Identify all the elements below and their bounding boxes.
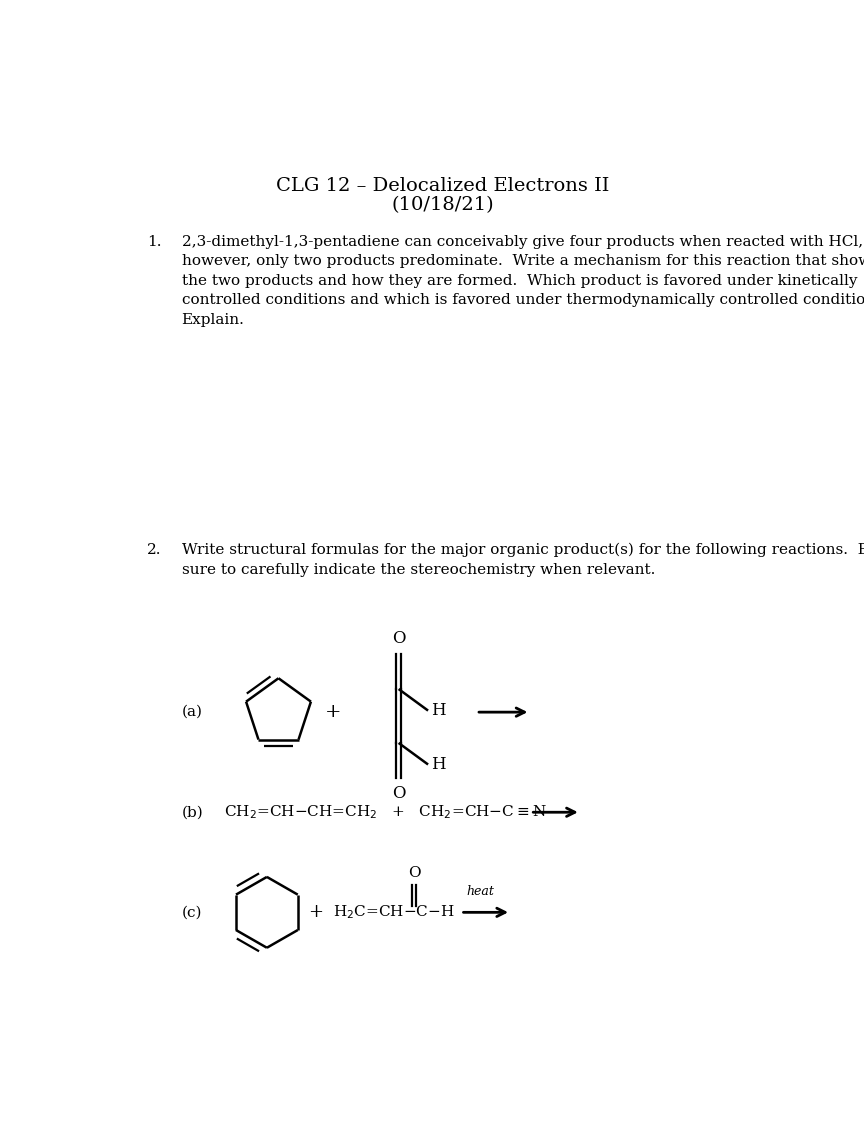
Text: (a): (a) (181, 705, 203, 719)
Text: O: O (408, 866, 421, 880)
Text: H$_2$C=CH$-$C$-$H: H$_2$C=CH$-$C$-$H (333, 903, 454, 921)
Text: 1.: 1. (147, 234, 162, 249)
Text: (b): (b) (181, 806, 203, 819)
Text: O: O (392, 785, 405, 802)
Text: Write structural formulas for the major organic product(s) for the following rea: Write structural formulas for the major … (181, 543, 864, 577)
Text: +: + (325, 703, 341, 721)
Text: O: O (392, 629, 405, 646)
Text: 2.: 2. (147, 543, 162, 557)
Text: H: H (431, 702, 446, 719)
Text: (c): (c) (181, 905, 202, 919)
Text: CLG 12 – Delocalized Electrons II: CLG 12 – Delocalized Electrons II (276, 177, 609, 195)
Text: H: H (431, 756, 446, 773)
Text: CH$_2$=CH$-$CH=CH$_2$   +   CH$_2$=CH$-$C$\equiv$N: CH$_2$=CH$-$CH=CH$_2$ + CH$_2$=CH$-$C$\e… (225, 803, 547, 821)
Text: (10/18/21): (10/18/21) (391, 196, 494, 214)
Text: +: + (308, 903, 323, 921)
Text: 2,3-dimethyl-1,3-pentadiene can conceivably give four products when reacted with: 2,3-dimethyl-1,3-pentadiene can conceiva… (181, 234, 864, 327)
Text: heat: heat (466, 885, 494, 899)
